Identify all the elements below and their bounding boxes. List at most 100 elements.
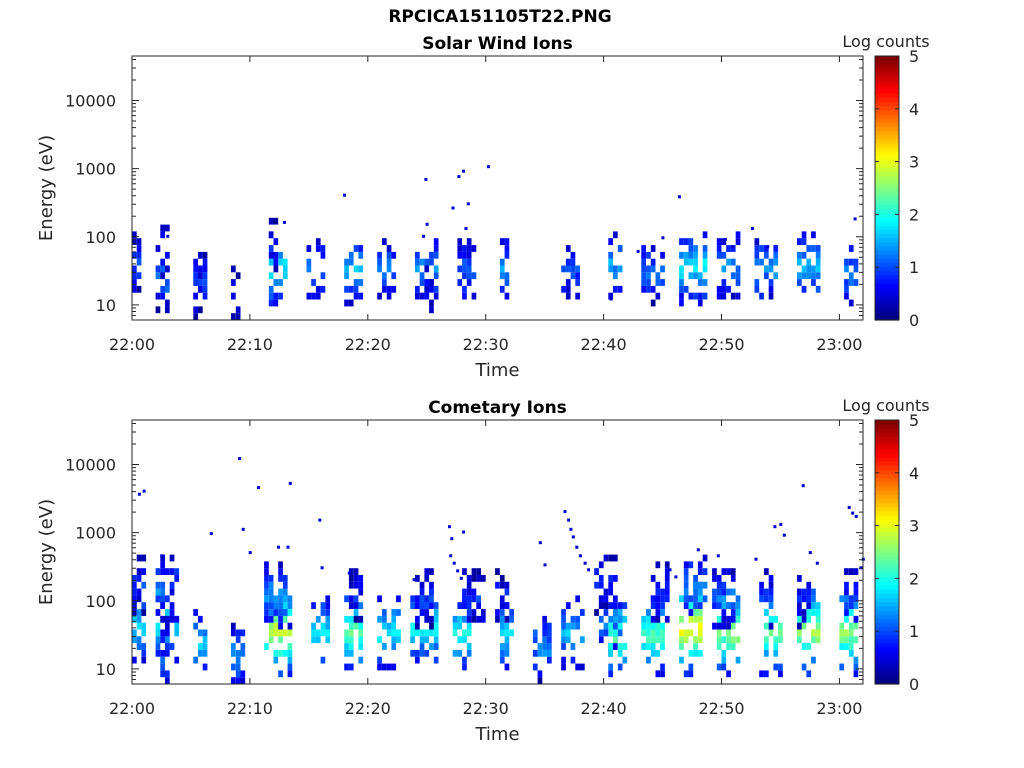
heat-cell — [136, 636, 142, 644]
heat-cell — [806, 588, 812, 596]
heat-cell — [273, 251, 279, 259]
heat-cell — [415, 656, 420, 664]
colorbar-tick-label: 2 — [909, 569, 919, 588]
heat-cell — [650, 595, 656, 603]
heat-cell — [165, 265, 170, 273]
heat-cell — [532, 663, 538, 671]
heat-cell — [273, 615, 279, 623]
heat-cell — [768, 279, 774, 286]
y-axis-label: Energy (eV) — [36, 499, 57, 605]
heat-cell — [575, 265, 580, 273]
heat-cell — [608, 581, 613, 589]
heat-cell — [396, 629, 401, 637]
heat-cell — [693, 292, 698, 300]
heat-cell — [165, 306, 170, 314]
heat-cell — [377, 251, 382, 259]
heat-cell — [160, 554, 164, 558]
heat-cell — [603, 554, 609, 562]
x-tick-label: 22:50 — [698, 335, 744, 354]
heat-cell — [415, 575, 420, 582]
heat-cell — [165, 643, 170, 650]
heat-cell — [697, 609, 703, 616]
heat-cell — [730, 588, 736, 596]
heat-cell — [287, 670, 293, 678]
heat-cell — [382, 663, 387, 671]
colorbar-swatch — [875, 593, 899, 598]
heat-cell — [202, 663, 208, 671]
heat-cell — [609, 297, 613, 301]
heat-cell — [650, 636, 656, 644]
heat-cell — [716, 554, 720, 558]
heat-cell — [853, 217, 857, 221]
heat-cell — [697, 299, 703, 307]
heat-cell — [664, 568, 670, 575]
colorbar-swatch — [875, 245, 899, 251]
heat-cell — [348, 649, 354, 657]
heat-cell — [532, 636, 538, 644]
heat-cell — [815, 272, 821, 280]
heat-cell — [664, 561, 670, 569]
colorbar-swatch — [875, 64, 899, 69]
x-axis-label: Time — [474, 360, 519, 381]
heat-cell — [815, 602, 821, 609]
colorbar-swatch — [875, 299, 899, 305]
heat-cell — [641, 622, 646, 630]
heat-cell — [617, 629, 623, 637]
heat-cell — [735, 595, 741, 603]
heat-cell — [160, 629, 165, 637]
colorbar-swatch — [875, 229, 899, 234]
plot-frame — [131, 55, 864, 321]
colorbar-swatch — [875, 233, 899, 239]
heat-cell — [386, 265, 392, 273]
heat-cell — [617, 285, 623, 293]
heat-cell — [650, 615, 656, 623]
heat-cell — [575, 615, 580, 623]
heat-cell — [797, 272, 802, 280]
heat-cell — [160, 272, 165, 280]
heat-cell — [650, 285, 656, 293]
heat-cell — [598, 575, 604, 582]
heat-cell — [462, 568, 467, 575]
colorbar-swatch — [875, 667, 899, 673]
heat-cell — [764, 670, 769, 678]
heat-cell — [754, 285, 760, 293]
colorbar-swatch — [875, 208, 899, 214]
colorbar-swatch — [875, 502, 899, 508]
heat-cell — [419, 636, 425, 644]
heat-cell — [759, 581, 764, 589]
colorbar-swatch — [875, 254, 899, 259]
heat-cell — [664, 595, 670, 603]
heat-cell — [655, 615, 661, 623]
colorbar-swatch — [875, 498, 899, 504]
heat-cell — [844, 292, 849, 300]
heat-cell — [136, 568, 142, 575]
heat-cell — [136, 272, 142, 280]
heat-cell — [278, 609, 283, 616]
heat-cell — [198, 265, 203, 273]
heat-cell — [565, 629, 571, 637]
heat-cell — [844, 588, 849, 596]
colorbar-swatch — [875, 287, 899, 292]
heat-cell — [160, 649, 165, 657]
heat-cell — [429, 615, 434, 623]
heat-cell — [764, 649, 769, 657]
heat-cell — [735, 279, 741, 286]
heat-cell — [358, 245, 364, 252]
y-tick-label: 10000 — [65, 92, 116, 111]
heat-cell — [778, 629, 783, 637]
heat-cell — [132, 636, 137, 644]
heat-cell — [348, 258, 354, 266]
heat-cell — [542, 636, 547, 644]
heat-cell — [155, 609, 161, 616]
heat-cell — [679, 595, 684, 603]
heat-cell — [565, 292, 571, 300]
heat-cell — [688, 609, 694, 616]
heat-cell — [466, 615, 472, 623]
heat-cell — [688, 649, 694, 657]
heat-cell — [688, 245, 694, 252]
heat-cell — [693, 575, 698, 582]
heat-cell — [570, 272, 576, 280]
heat-cell — [348, 575, 354, 582]
heat-cell — [348, 629, 354, 637]
heat-cell — [773, 649, 779, 657]
